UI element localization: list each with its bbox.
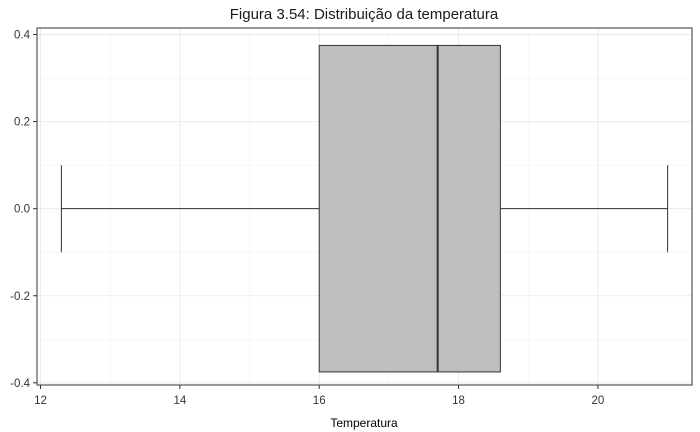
- y-tick-label: 0.0: [14, 204, 30, 216]
- x-tick-label: 20: [592, 395, 605, 407]
- x-axis: 12 14 16 18 20: [34, 385, 604, 407]
- y-tick-label: -0.2: [10, 291, 30, 303]
- plot-panel-border: [36, 27, 693, 386]
- interquartile-box: [318, 44, 501, 373]
- y-tick-label: 0.4: [14, 30, 31, 42]
- x-tick-label: 16: [313, 395, 326, 407]
- x-tick-label: 18: [452, 395, 465, 407]
- x-tick-label: 12: [34, 395, 47, 407]
- box-marks: [60, 44, 669, 373]
- x-tick-label: 14: [173, 395, 186, 407]
- chart-title: Figura 3.54: Distribuição da temperatura: [230, 6, 499, 23]
- x-axis-title: Temperatura: [330, 416, 398, 430]
- y-axis: 0.4 0.2 0.0 -0.2 -0.4: [10, 30, 37, 390]
- y-tick-label: 0.2: [14, 117, 30, 129]
- y-tick-label: -0.4: [10, 378, 30, 390]
